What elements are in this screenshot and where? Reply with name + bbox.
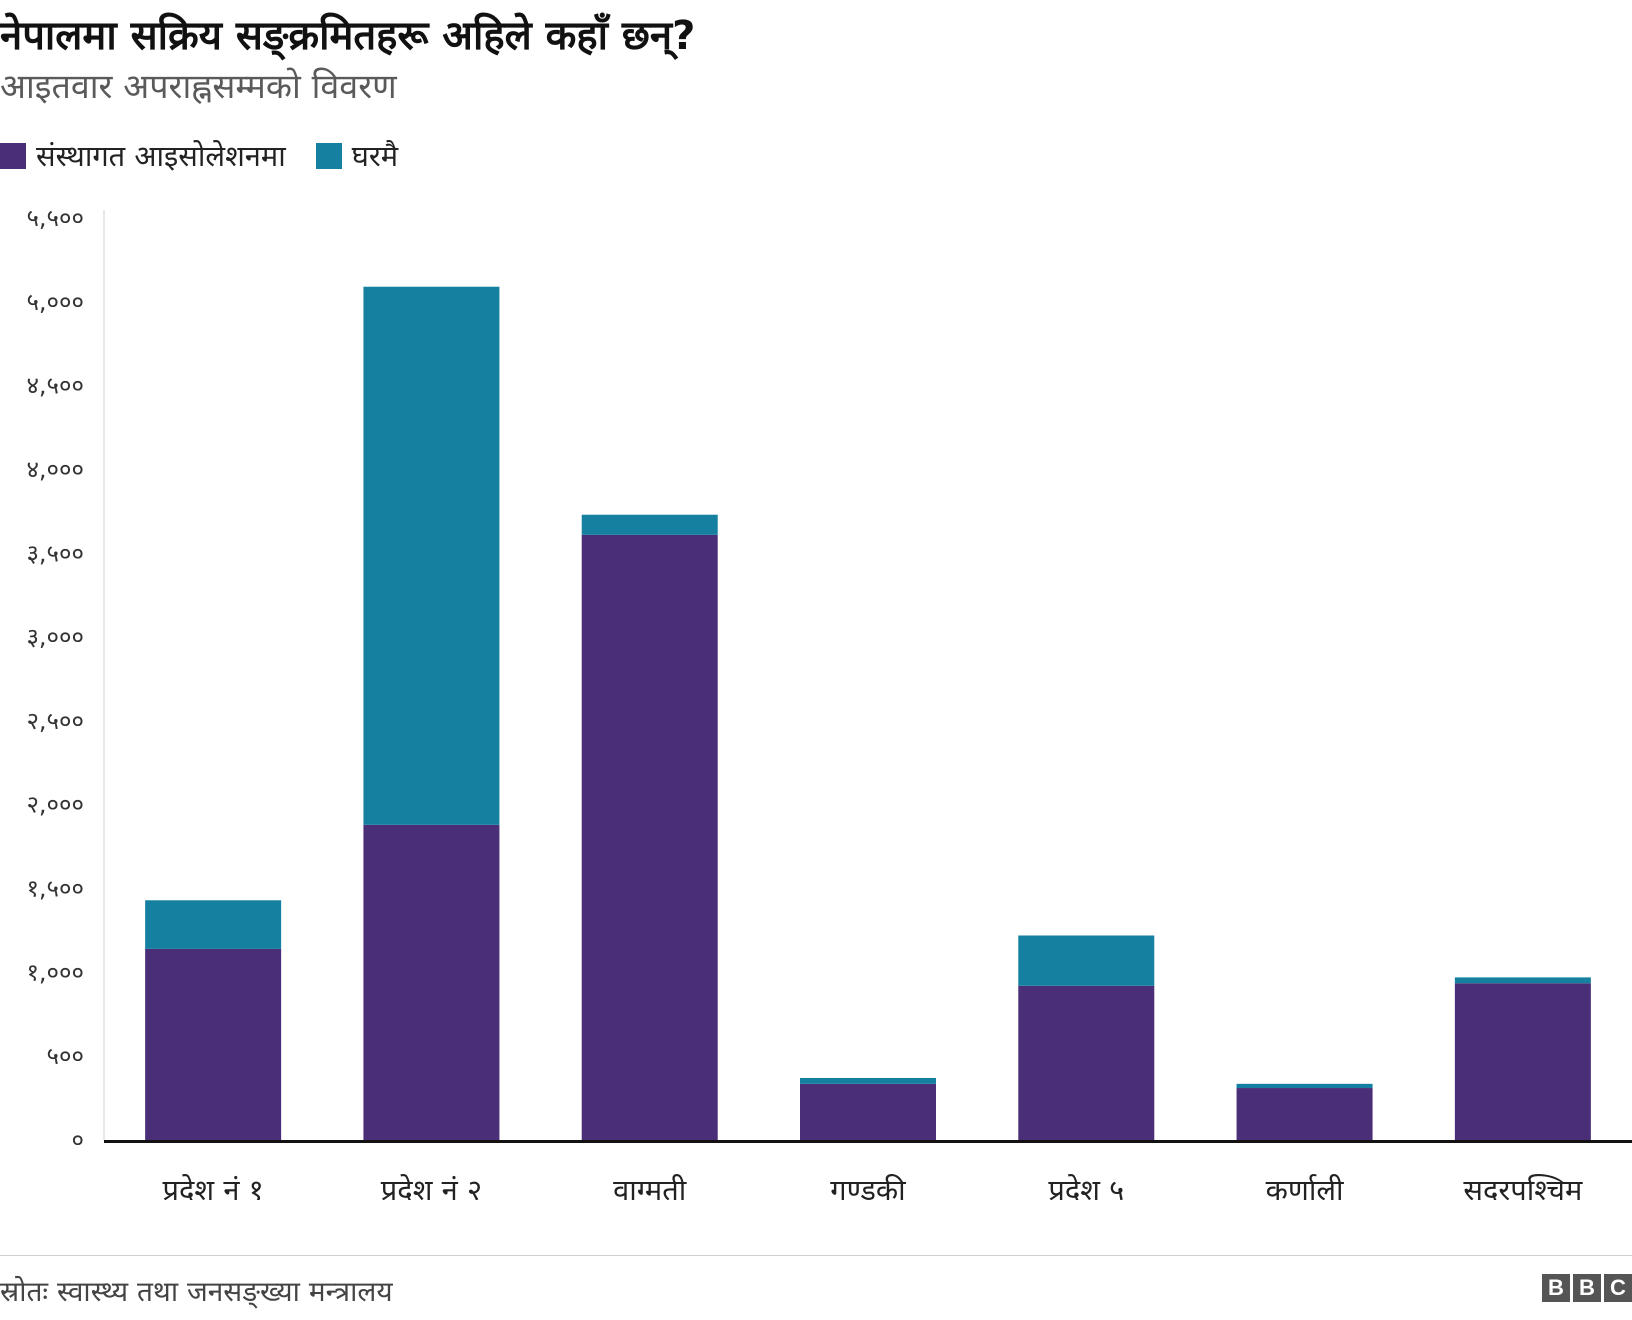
bbc-logo-letter: B	[1573, 1274, 1601, 1302]
legend-swatch-institutional	[0, 142, 26, 169]
bar-segment-institutional	[145, 948, 282, 1140]
legend-label-institutional: संस्थागत आइसोलेशनमा	[36, 139, 286, 173]
bar-segment-home	[581, 514, 718, 535]
y-tick-label: ४,०००	[26, 455, 84, 483]
y-axis: ० ५०० १,००० १,५०० २,००० २,५०० ३,००० ३,५०० ४,००० ४…	[26, 204, 105, 1154]
bars	[145, 286, 1591, 1140]
y-tick-label: २,०००	[26, 791, 84, 819]
x-tick-label: प्रदेश नं २	[381, 1173, 482, 1200]
legend-item-institutional: संस्थागत आइसोलेशनमा	[0, 136, 286, 175]
y-tick-label: २,५००	[26, 707, 84, 735]
legend-label-home: घरमै	[351, 139, 399, 173]
bar-segment-home	[363, 286, 500, 825]
bar-segment-institutional	[1018, 985, 1155, 1140]
bbc-logo-letter: C	[1604, 1274, 1632, 1302]
chart-title: नेपालमा सक्रिय सङ्क्रमितहरू अहिले कहाँ छ…	[0, 13, 696, 59]
x-tick-label: सुदूरपश्चिम	[1463, 1173, 1583, 1200]
y-tick-label: ५,५००	[26, 204, 84, 232]
legend-item-home: घरमै	[315, 136, 399, 175]
bbc-logo-letter: B	[1542, 1274, 1570, 1302]
y-tick-label: ५,०००	[26, 288, 84, 316]
bar-segment-institutional	[1236, 1088, 1373, 1140]
x-axis: प्रदेश नं १ प्रदेश नं २ वाग्मती गण्डकी प्रदे…	[104, 1140, 1632, 1200]
y-tick-label: १,५००	[26, 875, 84, 903]
bar-segment-home	[1018, 935, 1155, 986]
bbc-logo: B B C	[1539, 1274, 1632, 1302]
x-tick-label: प्रदेश ५	[1048, 1173, 1124, 1200]
bar-segment-home	[800, 1077, 936, 1084]
legend: संस्थागत आइसोलेशनमा घरमै	[0, 136, 428, 175]
chart-subtitle: आइतवार अपराह्नसम्मको विवरण	[0, 67, 397, 107]
x-tick-label: कर्णाली	[1266, 1173, 1344, 1200]
bar-segment-home	[145, 900, 282, 949]
bar-segment-home	[1236, 1083, 1373, 1089]
x-tick-label: वाग्मती	[613, 1173, 687, 1200]
y-tick-label: ३,५००	[26, 539, 84, 567]
stacked-bar-chart: ० ५०० १,००० १,५०० २,००० २,५०० ३,००० ३,५०० ४,००० ४…	[26, 204, 1632, 1200]
bar-segment-institutional	[363, 824, 500, 1140]
bar-segment-home	[1454, 977, 1591, 984]
bar-segment-institutional	[1454, 983, 1591, 1140]
legend-swatch-home	[315, 142, 342, 169]
x-tick-label: प्रदेश नं १	[163, 1173, 264, 1200]
y-tick-label: ०	[72, 1126, 84, 1154]
y-tick-label: ४,५००	[26, 372, 84, 400]
bar-segment-institutional	[800, 1083, 936, 1140]
y-tick-label: १,०००	[26, 958, 84, 986]
y-tick-label: ५००	[47, 1042, 84, 1070]
footer-divider	[0, 1255, 1632, 1256]
x-tick-label: गण्डकी	[830, 1173, 906, 1200]
bar-segment-institutional	[581, 534, 718, 1140]
y-tick-label: ३,०००	[26, 623, 84, 651]
source-note: स्रोतः स्वास्थ्य तथा जनसङ्ख्या मन्त्रालय	[0, 1275, 393, 1308]
